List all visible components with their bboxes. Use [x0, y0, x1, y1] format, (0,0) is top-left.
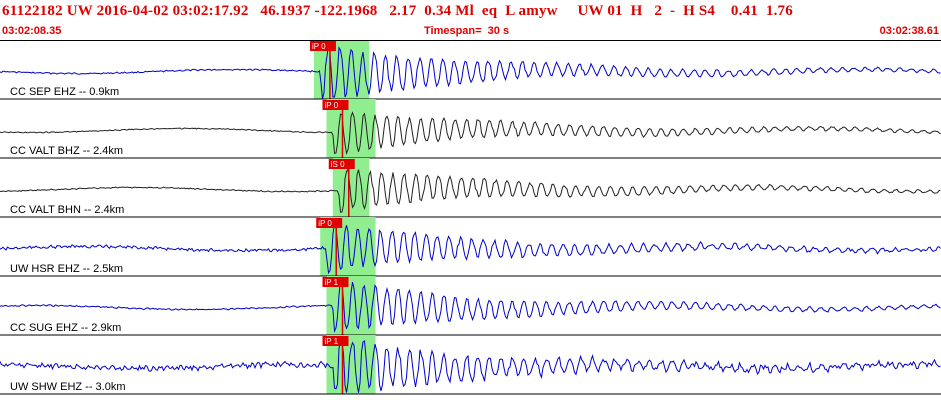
- timespan-label: Timespan= 30 s: [424, 25, 510, 37]
- pick-flag[interactable]: [322, 336, 349, 346]
- start-time: 03:02:08.35: [2, 25, 62, 37]
- pick-label: iP 0: [324, 101, 338, 110]
- pick-label: iS 0: [331, 160, 345, 169]
- waveform-trace: [0, 337, 941, 393]
- seismogram-panel[interactable]: iP 0 CC SEP EHZ -- 0.9km iP 0 CC VALT BHZ -…: [0, 40, 941, 400]
- header-bar: 61122182 UW 2016-04-02 03:02:17.92 46.19…: [0, 0, 941, 40]
- pick-label: iP 0: [318, 219, 332, 228]
- pick-label: iP 1: [324, 278, 338, 287]
- event-title: 61122182 UW 2016-04-02 03:02:17.92 46.19…: [2, 3, 793, 19]
- trace-label: CC SEP EHZ -- 0.9km: [10, 86, 119, 98]
- pick-flag[interactable]: [322, 277, 349, 287]
- waveform-trace: [0, 111, 941, 155]
- pick-flag[interactable]: [328, 159, 355, 169]
- waveform-trace: [0, 279, 941, 334]
- waveform-trace: [0, 44, 941, 100]
- pick-label: iP 0: [312, 42, 326, 51]
- trace-label: CC VALT BHZ -- 2.4km: [10, 145, 123, 157]
- waveform-trace: [0, 168, 941, 213]
- pick-flag[interactable]: [322, 100, 349, 110]
- trace-label: UW SHW EHZ -- 3.0km: [10, 381, 126, 393]
- trace-label: UW HSR EHZ -- 2.5km: [10, 263, 123, 275]
- pick-flag[interactable]: [309, 41, 336, 51]
- waveform-trace: [0, 222, 941, 275]
- trace-label: CC VALT BHN -- 2.4km: [10, 204, 124, 216]
- trace-label: CC SUG EHZ -- 2.9km: [10, 322, 121, 334]
- pick-flag[interactable]: [316, 218, 343, 228]
- pick-label: iP 1: [324, 337, 338, 346]
- end-time: 03:02:38.61: [879, 25, 939, 37]
